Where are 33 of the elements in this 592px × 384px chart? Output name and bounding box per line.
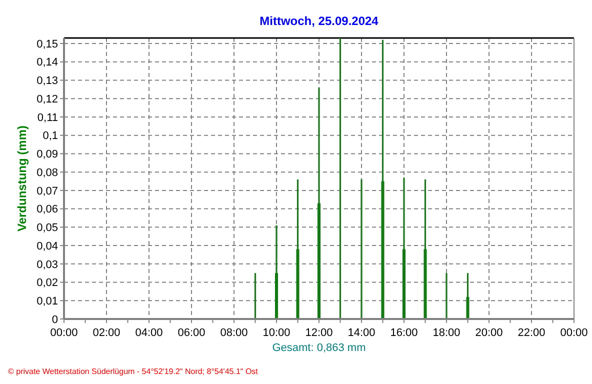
y-tick-label: 0,04 bbox=[36, 240, 58, 252]
y-tick-label: 0,14 bbox=[36, 56, 58, 69]
text: © private Wetterstation Süderlügum - 54°52'19.2" Nord; 8°54'45.1" Ost bbox=[8, 367, 259, 376]
y-tick-label: 0,12 bbox=[36, 93, 58, 106]
y-tick-label: 0,1 bbox=[42, 130, 58, 142]
y-tick-label: 0,13 bbox=[36, 75, 58, 88]
y-tick-label: 0,03 bbox=[36, 258, 58, 271]
x-tick-label: 02:00 bbox=[92, 327, 120, 339]
chart-title: Mittwoch, 25.09.2024 bbox=[260, 14, 379, 28]
y-tick-label: 0,07 bbox=[36, 185, 58, 198]
x-axis-title: Gesamt: 0,863 mm bbox=[272, 342, 366, 354]
x-tick-label: 12:00 bbox=[305, 327, 333, 339]
x-tick-label: 00:00 bbox=[50, 327, 78, 339]
y-tick-label: 0,09 bbox=[36, 148, 58, 161]
y-tick-label: 0,08 bbox=[36, 166, 58, 179]
x-tick-label: 20:00 bbox=[475, 327, 503, 339]
y-tick-label: 0,01 bbox=[36, 295, 58, 308]
y-axis-title: Verdunstung (mm) bbox=[15, 125, 29, 232]
y-tick-label: 0,11 bbox=[37, 112, 58, 124]
x-tick-label: 00:00 bbox=[560, 327, 588, 339]
y-tick-label: 0,02 bbox=[36, 277, 58, 290]
y-tick-label: 0,06 bbox=[36, 204, 58, 216]
x-tick-label: 22:00 bbox=[518, 327, 546, 339]
y-tick-label: 0,05 bbox=[36, 222, 58, 234]
x-tick-label: 16:00 bbox=[390, 327, 418, 339]
x-tick-label: 08:00 bbox=[220, 327, 248, 339]
y-tick-label: 0 bbox=[52, 314, 58, 326]
x-tick-label: 14:00 bbox=[348, 327, 376, 339]
x-tick-label: 06:00 bbox=[178, 327, 206, 339]
x-tick-label: 04:00 bbox=[135, 327, 163, 339]
x-tick-label: 10:00 bbox=[262, 327, 290, 339]
x-tick-label: 18:00 bbox=[432, 327, 460, 339]
y-tick-label: 0,15 bbox=[36, 38, 58, 50]
